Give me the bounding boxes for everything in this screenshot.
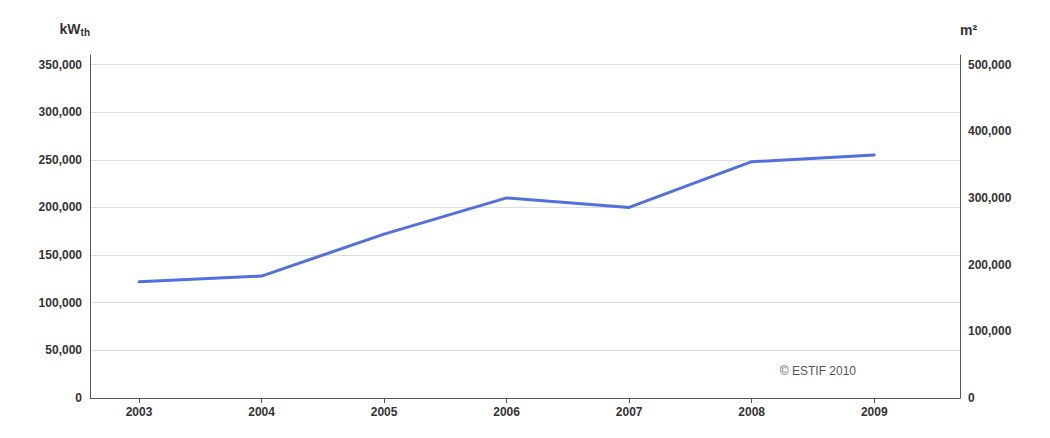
svg-text:300,000: 300,000 (968, 191, 1012, 205)
svg-text:2005: 2005 (371, 405, 398, 419)
svg-text:kW: kW (60, 21, 82, 37)
svg-text:© ESTIF 2010: © ESTIF 2010 (780, 364, 857, 378)
svg-text:400,000: 400,000 (968, 124, 1012, 138)
svg-text:2009: 2009 (861, 405, 888, 419)
svg-text:m²: m² (960, 22, 977, 38)
svg-text:50,000: 50,000 (45, 343, 82, 357)
svg-text:200,000: 200,000 (968, 258, 1012, 272)
svg-text:150,000: 150,000 (39, 248, 83, 262)
svg-text:2007: 2007 (616, 405, 643, 419)
svg-text:100,000: 100,000 (968, 324, 1012, 338)
svg-text:250,000: 250,000 (39, 153, 83, 167)
svg-text:0: 0 (75, 391, 82, 405)
svg-text:500,000: 500,000 (968, 58, 1012, 72)
svg-text:100,000: 100,000 (39, 296, 83, 310)
svg-text:2006: 2006 (493, 405, 520, 419)
svg-text:300,000: 300,000 (39, 105, 83, 119)
svg-text:2004: 2004 (248, 405, 275, 419)
svg-text:th: th (81, 27, 90, 38)
svg-text:350,000: 350,000 (39, 58, 83, 72)
svg-text:0: 0 (968, 391, 975, 405)
svg-text:200,000: 200,000 (39, 200, 83, 214)
svg-text:2008: 2008 (738, 405, 765, 419)
svg-text:2003: 2003 (126, 405, 153, 419)
